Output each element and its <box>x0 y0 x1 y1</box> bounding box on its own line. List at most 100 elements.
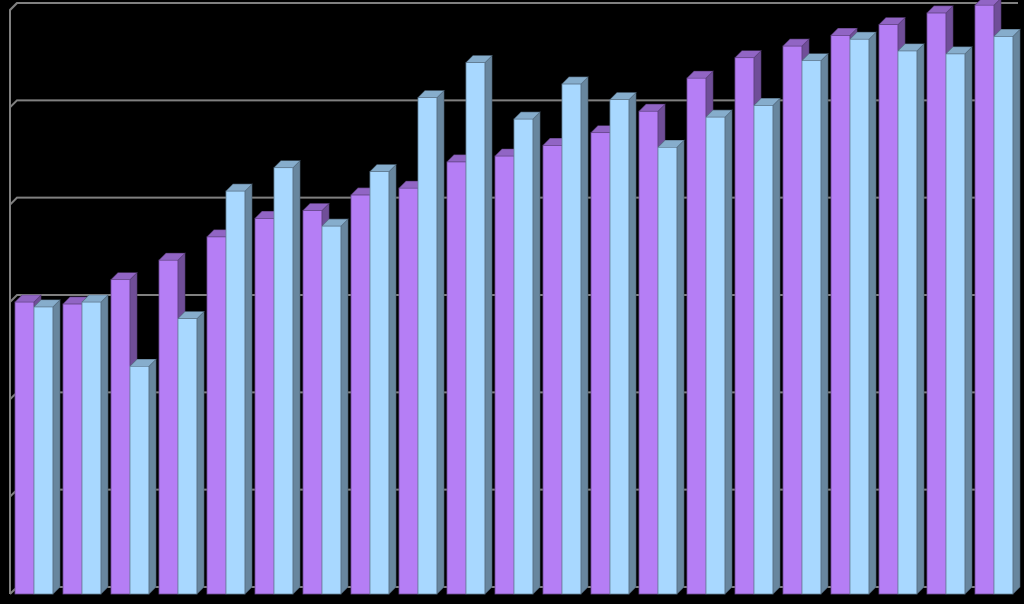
bar-side <box>820 52 829 595</box>
bar-series2-cat10 <box>465 54 493 595</box>
bar-side <box>868 31 877 595</box>
bar-front <box>494 155 515 595</box>
bar-front <box>465 62 486 595</box>
bar-front <box>321 225 342 595</box>
bar-front <box>177 318 198 595</box>
bar-series2-cat17 <box>801 52 829 595</box>
bar-front <box>62 303 83 595</box>
bars <box>14 0 1021 595</box>
bar-top <box>417 90 445 98</box>
bar-top <box>14 294 42 303</box>
bar-series2-cat18 <box>849 31 877 595</box>
bar-top <box>129 358 157 367</box>
bar-top <box>302 203 330 211</box>
bar-side <box>148 358 157 595</box>
bar-top <box>609 92 637 100</box>
bar-side <box>628 91 637 595</box>
bar-front <box>350 194 371 595</box>
bar-side <box>244 183 253 595</box>
bar-top <box>830 28 858 36</box>
bar-side <box>532 111 541 595</box>
bar-top <box>926 5 954 14</box>
bar-front <box>609 99 630 595</box>
bar-top <box>801 53 829 61</box>
bar-side <box>52 299 61 595</box>
bar-front <box>225 190 246 595</box>
bar-top <box>657 139 685 148</box>
bar-front <box>734 57 755 595</box>
bar-top <box>177 311 205 319</box>
bar-series2-cat6 <box>273 159 301 595</box>
gridline <box>9 196 1018 206</box>
bar-top <box>782 38 810 47</box>
bar-front <box>705 116 726 595</box>
bar-side <box>292 159 301 595</box>
bar-series2-cat14 <box>657 139 685 595</box>
bar-front <box>561 83 582 595</box>
bar-series2-cat8 <box>369 163 397 595</box>
bar-side <box>388 163 397 595</box>
bar-front <box>81 301 102 595</box>
bar-top <box>945 46 973 55</box>
bar-front <box>302 210 323 595</box>
bar-series2-cat21 <box>993 28 1021 595</box>
bar-top <box>849 31 877 40</box>
bar-front <box>369 171 390 595</box>
bar-top <box>513 111 541 120</box>
bar-series2-cat15 <box>705 109 733 595</box>
bar-top <box>638 103 666 112</box>
bar-series2-cat16 <box>753 97 781 595</box>
bar-top <box>753 98 781 106</box>
bar-top <box>974 0 1000 6</box>
bar-series2-cat19 <box>897 43 925 595</box>
bar-front <box>206 236 227 595</box>
bar-front <box>686 77 707 595</box>
bar-front <box>590 132 611 595</box>
bar-front <box>254 217 275 595</box>
bar-side <box>1012 28 1021 595</box>
bar-front <box>897 50 918 595</box>
bar-series2-cat5 <box>225 183 253 595</box>
bar-front <box>830 34 851 595</box>
bar-top <box>734 50 762 58</box>
bar-top <box>686 70 714 79</box>
bar-front <box>14 301 35 595</box>
bar-series2-cat7 <box>321 218 349 595</box>
bar-series2-cat1 <box>33 299 61 595</box>
bar-side <box>724 109 733 595</box>
bar-side <box>436 89 445 595</box>
bar-series2-cat9 <box>417 89 445 595</box>
bar-side <box>484 54 493 595</box>
bar-front <box>110 279 131 595</box>
bar-front <box>33 306 54 595</box>
bar-top <box>81 294 109 303</box>
bar-top <box>321 218 349 227</box>
bar-front <box>129 365 150 595</box>
bar-front <box>398 187 419 595</box>
bar-side <box>772 97 781 595</box>
gridline <box>9 99 1018 109</box>
bar-front <box>417 97 438 595</box>
gridline <box>9 2 1018 11</box>
bar-top <box>273 160 301 168</box>
bar-top <box>158 252 186 261</box>
bar-side <box>196 310 205 595</box>
bar-top <box>897 43 925 52</box>
bar-series2-cat3 <box>129 358 157 595</box>
bar-front <box>446 161 467 595</box>
bar-front <box>753 104 774 595</box>
bar-series2-cat11 <box>513 111 541 595</box>
bar-series2-cat13 <box>609 91 637 595</box>
bar-front <box>657 146 678 595</box>
bar-front <box>993 35 1014 595</box>
bar-side <box>676 139 685 595</box>
bar-series2-cat4 <box>177 310 205 595</box>
bar-front <box>926 12 947 595</box>
bar-side <box>964 46 973 595</box>
bar-front <box>849 38 870 595</box>
bar-side <box>916 43 925 595</box>
bar-front <box>878 24 899 595</box>
bar-top <box>110 272 138 280</box>
bar-top <box>369 164 397 172</box>
bar-top <box>878 17 906 25</box>
